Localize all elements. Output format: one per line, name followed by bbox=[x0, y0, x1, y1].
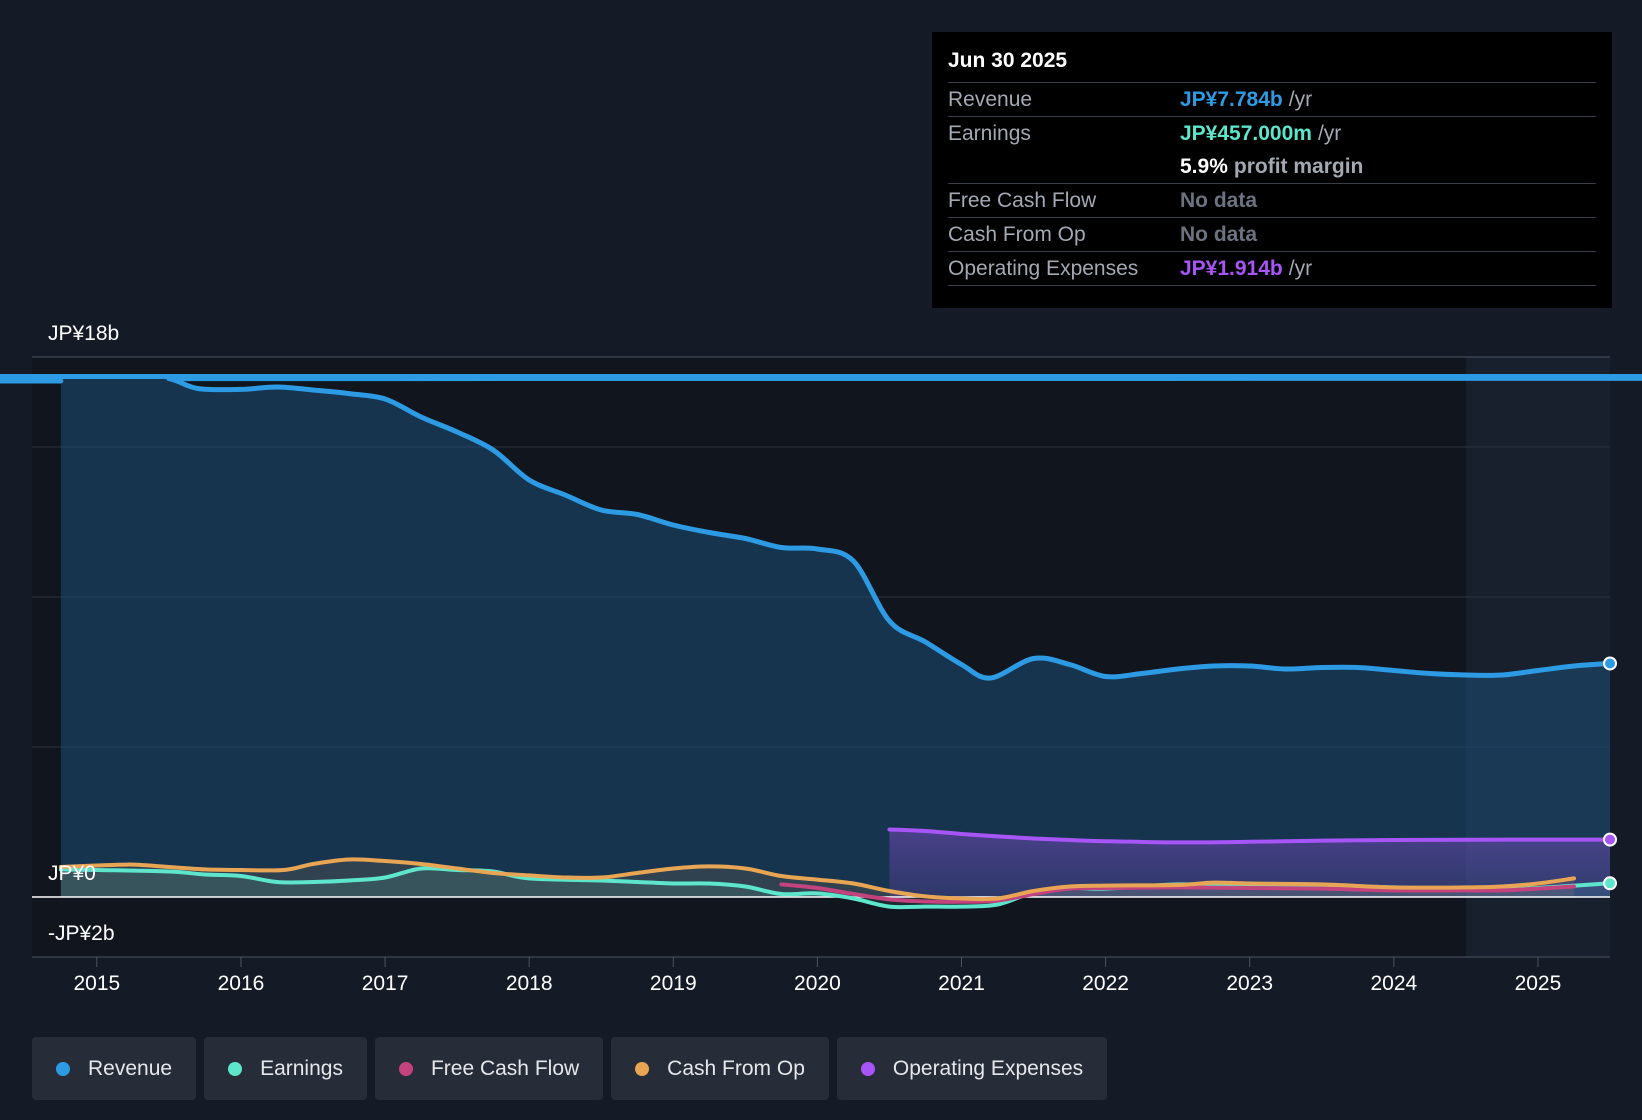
legend-item-free-cash-flow[interactable]: Free Cash Flow bbox=[374, 1037, 604, 1100]
legend-dot-icon bbox=[398, 1061, 413, 1076]
legend-item-cash-from-op[interactable]: Cash From Op bbox=[611, 1037, 829, 1100]
x-tick-label: 2021 bbox=[938, 972, 985, 995]
legend-item-revenue[interactable]: Revenue bbox=[32, 1037, 197, 1100]
tooltip-row-label: Earnings bbox=[948, 122, 1031, 145]
revenue-end-marker bbox=[1603, 656, 1617, 671]
tooltip-row-label: Free Cash Flow bbox=[948, 189, 1097, 212]
tooltip-row-label: Revenue bbox=[948, 88, 1033, 111]
tooltip-row-label: Operating Expenses bbox=[948, 257, 1139, 280]
x-tick-label: 2022 bbox=[1082, 972, 1129, 995]
legend-label: Free Cash Flow bbox=[430, 1056, 580, 1080]
operating-expenses-end-marker bbox=[1603, 832, 1617, 847]
tooltip-row: Free Cash Flow No data bbox=[948, 183, 1596, 217]
y-label-top: JP¥18b bbox=[48, 322, 119, 345]
earnings-area bbox=[60, 868, 1611, 908]
tooltip-row-unit: /yr bbox=[1317, 122, 1342, 145]
legend-dot-icon bbox=[228, 1061, 243, 1076]
tooltip-row: Cash From Op No data bbox=[948, 217, 1596, 251]
operating-expenses-area bbox=[889, 829, 1610, 897]
tooltip-row-unit: profit margin bbox=[1233, 155, 1364, 178]
tooltip-row-value: No data bbox=[1180, 189, 1258, 212]
tooltip-row-unit: /yr bbox=[1288, 88, 1313, 111]
x-tick-label: 2018 bbox=[506, 972, 553, 995]
legend: Revenue Earnings Free Cash Flow Cash From O… bbox=[32, 1037, 1108, 1100]
tooltip-row-value: 5.9% bbox=[1180, 155, 1228, 178]
tooltip-row-label: Cash From Op bbox=[948, 223, 1086, 246]
tooltip-row: 5.9% profit margin bbox=[948, 150, 1596, 183]
tooltip-row: Operating Expenses JP¥1.914b/yr bbox=[948, 251, 1596, 285]
tooltip-row-value: JP¥457.000m bbox=[1180, 122, 1312, 145]
x-tick-label: 2016 bbox=[218, 972, 265, 995]
legend-dot-icon bbox=[56, 1061, 70, 1076]
tooltip: Jun 30 2025 Revenue JP¥7.784b/yr Earnings J… bbox=[932, 32, 1612, 308]
tooltip-row-unit: /yr bbox=[1288, 257, 1313, 280]
legend-label: Earnings bbox=[260, 1056, 343, 1080]
legend-label: Operating Expenses bbox=[892, 1056, 1084, 1080]
tooltip-row-label bbox=[948, 150, 1180, 183]
x-tick-label: 2017 bbox=[362, 972, 409, 995]
operating-expenses-line bbox=[887, 827, 1612, 845]
x-tick-label: 2023 bbox=[1226, 972, 1273, 995]
legend-label: Revenue bbox=[88, 1056, 173, 1080]
earnings-end-marker bbox=[1603, 876, 1617, 891]
tooltip-date: Jun 30 2025 bbox=[948, 49, 1068, 72]
x-tick-label: 2019 bbox=[650, 972, 697, 995]
tooltip-row: Revenue JP¥7.784b/yr bbox=[948, 82, 1596, 116]
x-tick-label: 2015 bbox=[73, 972, 120, 995]
tooltip-row: Earnings JP¥457.000m/yr bbox=[948, 116, 1596, 150]
legend-dot-icon bbox=[860, 1061, 875, 1076]
y-label-zero: JP¥0 bbox=[48, 862, 96, 885]
y-label-bottom: -JP¥2b bbox=[48, 922, 115, 945]
tooltip-row-value: JP¥1.914b bbox=[1180, 257, 1283, 280]
x-tick-label: 2020 bbox=[794, 972, 841, 995]
free-cash-flow-line bbox=[779, 882, 1576, 904]
legend-dot-icon bbox=[635, 1061, 650, 1076]
tooltip-row-value: No data bbox=[1180, 223, 1258, 246]
legend-item-operating-expenses[interactable]: Operating Expenses bbox=[836, 1037, 1108, 1100]
tooltip-row-value: JP¥7.784b bbox=[1180, 88, 1283, 111]
legend-label: Cash From Op bbox=[667, 1056, 805, 1080]
x-tick-label: 2025 bbox=[1515, 972, 1562, 995]
x-tick-label: 2024 bbox=[1370, 972, 1417, 995]
legend-item-earnings[interactable]: Earnings bbox=[204, 1037, 367, 1100]
cash-from-op-line bbox=[58, 857, 1576, 902]
